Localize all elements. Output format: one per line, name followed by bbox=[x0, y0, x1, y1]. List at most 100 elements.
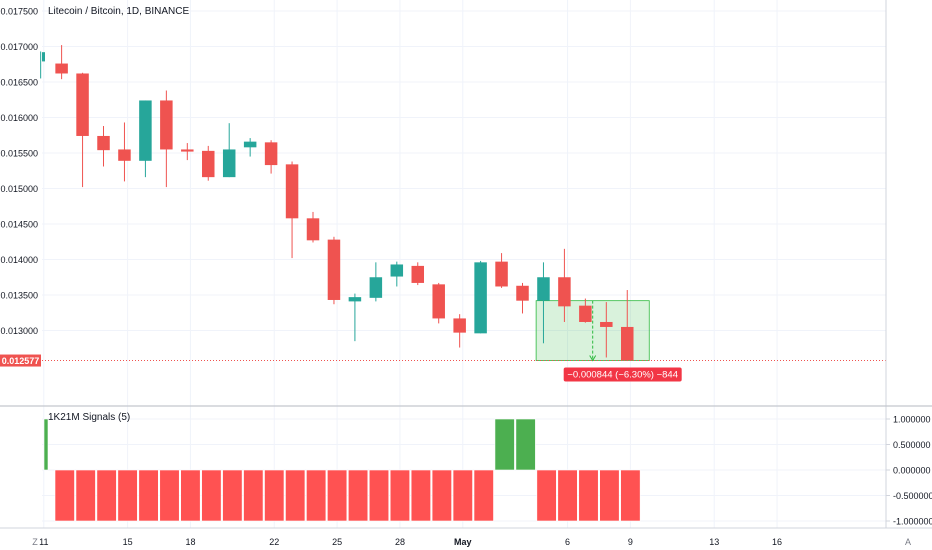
x-tick-label: 25 bbox=[332, 537, 342, 547]
candle bbox=[600, 302, 613, 358]
signal-bar bbox=[620, 469, 641, 522]
candle bbox=[390, 261, 404, 287]
candle bbox=[202, 145, 215, 181]
x-tick-label: 6 bbox=[565, 537, 570, 547]
signal-bar bbox=[117, 469, 138, 522]
y-tick-label: 0.014000 bbox=[0, 255, 38, 265]
candle bbox=[306, 211, 320, 243]
signal-bar bbox=[138, 469, 159, 522]
candle-body bbox=[516, 285, 529, 301]
y-tick-label: 0.017500 bbox=[0, 7, 38, 17]
candle-body bbox=[202, 150, 215, 178]
candle bbox=[369, 262, 383, 302]
signal-bar bbox=[557, 469, 578, 522]
chart-frame bbox=[0, 0, 932, 529]
candle-body bbox=[160, 100, 173, 150]
y-tick-label: 1.000000 bbox=[893, 415, 931, 425]
signal-bar bbox=[264, 469, 285, 522]
signal-bar bbox=[327, 469, 348, 522]
candle bbox=[537, 262, 550, 344]
indicator-title: 1K21M Signals (5) bbox=[48, 412, 130, 423]
candle-body bbox=[600, 321, 613, 327]
candle-body bbox=[55, 63, 68, 74]
current-price-badge: 0.012577 bbox=[0, 354, 41, 367]
candle bbox=[76, 72, 89, 188]
x-tick-label: 13 bbox=[709, 537, 719, 547]
signal-bar bbox=[54, 469, 75, 522]
chart-title: Litecoin / Bitcoin, 1D, BINANCE bbox=[48, 6, 189, 17]
candle-body bbox=[495, 261, 508, 287]
candle-body bbox=[369, 277, 383, 298]
signal-bar bbox=[431, 469, 452, 522]
signal-bar bbox=[515, 418, 536, 471]
x-tick-label: 22 bbox=[269, 537, 279, 547]
candle-body bbox=[558, 277, 571, 307]
signal-bar bbox=[494, 418, 515, 471]
candle bbox=[579, 298, 592, 323]
candle-body bbox=[621, 326, 634, 361]
x-tick-label: 15 bbox=[123, 537, 133, 547]
signal-bar bbox=[599, 469, 620, 522]
candle-body bbox=[243, 141, 257, 148]
y-tick-label: -0.500000 bbox=[893, 491, 932, 501]
candle-body bbox=[264, 142, 278, 166]
candle bbox=[516, 282, 529, 314]
candle-body bbox=[453, 318, 466, 333]
signal-bar bbox=[452, 469, 473, 522]
candle bbox=[97, 126, 110, 167]
signal-bar bbox=[243, 469, 264, 522]
signal-bar bbox=[159, 469, 180, 522]
x-tick-label: May bbox=[454, 537, 472, 547]
x-tick-label: 16 bbox=[772, 537, 782, 547]
candle-body bbox=[579, 305, 592, 322]
candle bbox=[264, 140, 278, 174]
signal-bar bbox=[201, 469, 222, 522]
candle bbox=[285, 161, 299, 259]
measure-arrow-head bbox=[589, 355, 597, 362]
x-tick-label: 9 bbox=[628, 537, 633, 547]
signal-bar bbox=[75, 469, 96, 522]
candle-body bbox=[474, 262, 487, 334]
price-badge-bg bbox=[0, 354, 41, 367]
signal-bar bbox=[347, 469, 369, 522]
timezone-icon[interactable]: Z bbox=[32, 537, 38, 547]
signal-bar bbox=[536, 469, 557, 522]
y-tick-label: 0.016000 bbox=[0, 113, 38, 123]
candle bbox=[327, 236, 341, 305]
indicator-axis: 1.000000 0.500000 0.000000 -0.500000 -1.0000… bbox=[886, 415, 932, 527]
candle-body bbox=[390, 264, 404, 277]
candle bbox=[181, 143, 194, 161]
candle-body bbox=[306, 218, 320, 241]
candle-body bbox=[327, 239, 341, 300]
signal-bar bbox=[180, 469, 201, 522]
candle bbox=[453, 314, 466, 348]
candle bbox=[411, 262, 425, 286]
signal-bar bbox=[578, 469, 599, 522]
candle bbox=[160, 90, 173, 188]
signal-bar bbox=[306, 469, 327, 522]
signal-bar bbox=[43, 418, 49, 471]
candle-body bbox=[139, 100, 152, 161]
y-tick-label: 0.500000 bbox=[893, 440, 931, 450]
candle bbox=[55, 45, 68, 80]
candle-body bbox=[432, 284, 445, 319]
candlestick-series bbox=[40, 45, 634, 362]
candle bbox=[474, 260, 487, 334]
y-tick-label: 0.015000 bbox=[0, 184, 38, 194]
signal-bar bbox=[222, 469, 243, 522]
signal-bar bbox=[473, 469, 494, 522]
candle-body bbox=[42, 52, 45, 62]
signal-bar bbox=[285, 469, 306, 522]
y-tick-label: 0.014500 bbox=[0, 220, 38, 230]
candle-body bbox=[285, 164, 299, 219]
x-tick-label: 11 bbox=[39, 537, 48, 547]
measure-label-text: −0.000844 (−6.30%) −844 bbox=[567, 370, 678, 381]
y-tick-label: 0.015500 bbox=[0, 149, 38, 159]
signal-bar bbox=[96, 469, 117, 522]
auto-scale-icon[interactable]: A bbox=[905, 537, 911, 547]
candle bbox=[243, 138, 257, 157]
price-badge-text: 0.012577 bbox=[2, 356, 40, 366]
measure-label-bg bbox=[563, 367, 682, 382]
y-tick-label: 0.016500 bbox=[0, 78, 38, 88]
